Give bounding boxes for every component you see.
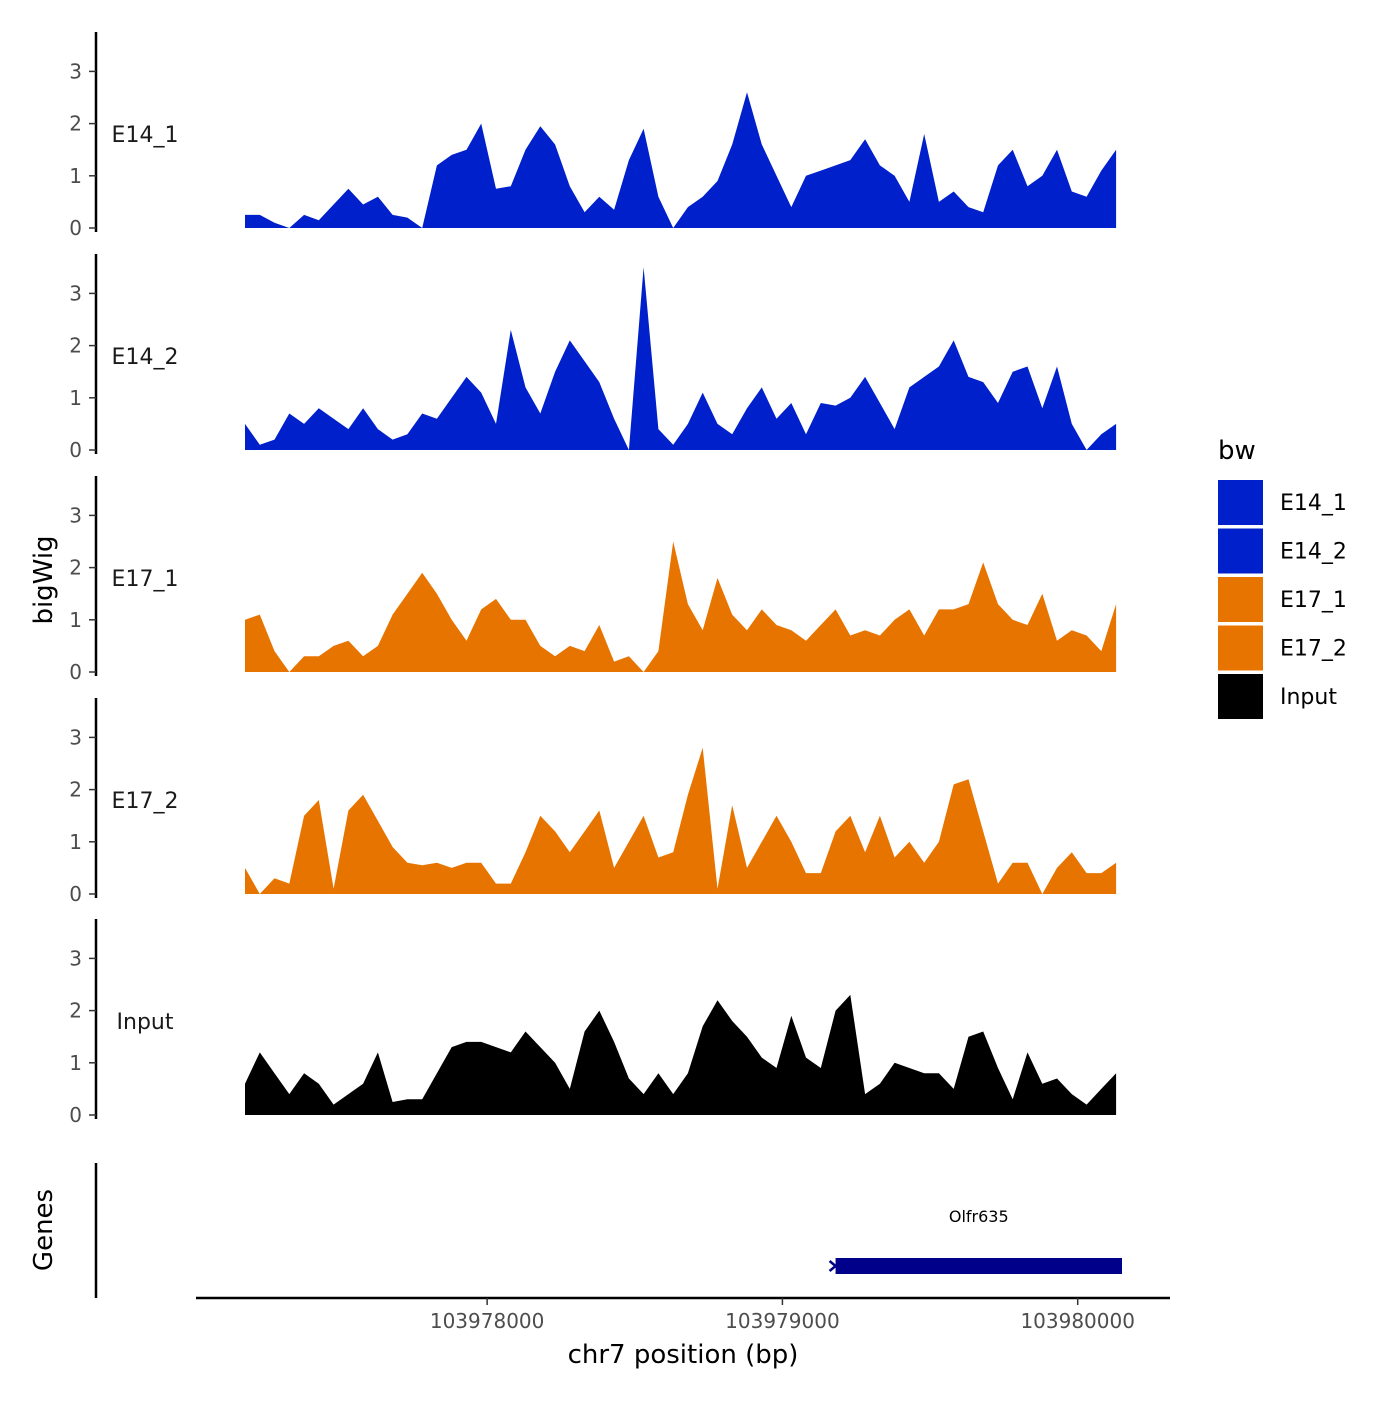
legend-swatch <box>1218 625 1263 671</box>
legend-label: E17_1 <box>1280 588 1347 613</box>
genes-axis-title: Genes <box>29 1189 59 1271</box>
y-tick-label: 2 <box>69 112 82 136</box>
genes-layer: Olfr635 <box>828 1207 1122 1274</box>
signal-area-e14-2 <box>245 267 1117 450</box>
y-tick-label: 2 <box>69 778 82 802</box>
x-axis: 103978000 103979000 103980000 <box>196 1296 1170 1333</box>
gene-body <box>835 1258 1122 1274</box>
y-tick-label: 2 <box>69 556 82 580</box>
signal-area-e14-1 <box>245 92 1117 228</box>
track-e14-1: 0 1 2 3 E14_1 <box>69 32 1117 240</box>
y-tick-label: 0 <box>69 882 82 906</box>
legend-item-e14-2: E14_2 <box>1218 528 1347 574</box>
legend-label: E14_1 <box>1280 491 1347 516</box>
y-tick-label: 2 <box>69 999 82 1023</box>
legend-swatch <box>1218 674 1263 719</box>
y-tick-label: 0 <box>69 1103 82 1127</box>
track-label: E17_1 <box>112 567 179 592</box>
legend-title: bw <box>1218 436 1256 466</box>
y-tick-label: 1 <box>69 1051 82 1075</box>
y-tick-label: 0 <box>69 660 82 684</box>
gene-strand-marker <box>828 1260 838 1272</box>
y-tick-label: 2 <box>69 334 82 358</box>
signal-area-e17-2 <box>245 747 1117 894</box>
legend-label: E17_2 <box>1280 637 1347 662</box>
legend-swatch <box>1218 480 1263 525</box>
track-label: Input <box>117 1010 174 1035</box>
track-label: E17_2 <box>112 789 179 814</box>
signal-tracks: 0 1 2 3 E14_1 0 1 2 3 E14_2 0 1 2 3 E17_1 0 1 2 3 E17_2 0 1 2 3… <box>69 32 1117 1127</box>
gene-olfr635: Olfr635 <box>828 1207 1122 1274</box>
legend-label: Input <box>1280 685 1337 710</box>
x-tick-label: 103978000 <box>430 1309 545 1333</box>
gene-label: Olfr635 <box>949 1207 1009 1226</box>
legend-item-input: Input <box>1218 674 1337 719</box>
y-axis-title: bigWig <box>29 535 59 624</box>
x-axis-ticks: 103978000 103979000 103980000 <box>430 1298 1135 1333</box>
signal-area-input <box>245 994 1117 1115</box>
y-tick-label: 1 <box>69 386 82 410</box>
legend-item-e17-1: E17_1 <box>1218 577 1347 622</box>
track-e17-1: 0 1 2 3 E17_1 <box>69 476 1117 684</box>
signal-area-e17-1 <box>245 541 1117 672</box>
x-tick-label: 103980000 <box>1020 1309 1135 1333</box>
y-tick-label: 3 <box>69 503 82 527</box>
track-e17-2: 0 1 2 3 E17_2 <box>69 698 1117 906</box>
x-tick-label: 103979000 <box>725 1309 840 1333</box>
y-tick-label: 1 <box>69 608 82 632</box>
y-tick-label: 3 <box>69 946 82 970</box>
legend-label: E14_2 <box>1280 540 1347 565</box>
y-tick-label: 1 <box>69 164 82 188</box>
legend-swatch <box>1218 577 1263 622</box>
legend-item-e17-2: E17_2 <box>1218 625 1347 671</box>
legend-swatch <box>1218 528 1263 574</box>
track-input: 0 1 2 3 Input <box>69 919 1117 1127</box>
y-tick-label: 0 <box>69 438 82 462</box>
track-e14-2: 0 1 2 3 E14_2 <box>69 254 1117 462</box>
y-tick-label: 3 <box>69 59 82 83</box>
y-tick-label: 3 <box>69 725 82 749</box>
track-label: E14_2 <box>112 345 179 370</box>
track-label: E14_1 <box>112 123 179 148</box>
x-axis-title: chr7 position (bp) <box>568 1340 799 1370</box>
y-tick-label: 1 <box>69 830 82 854</box>
legend-item-e14-1: E14_1 <box>1218 480 1347 525</box>
y-tick-label: 3 <box>69 281 82 305</box>
genes-panel: Olfr635 <box>94 1163 1122 1298</box>
y-tick-label: 0 <box>69 216 82 240</box>
legend: bw E14_1 E14_2 E17_1 E17_2 Input <box>1218 436 1347 719</box>
